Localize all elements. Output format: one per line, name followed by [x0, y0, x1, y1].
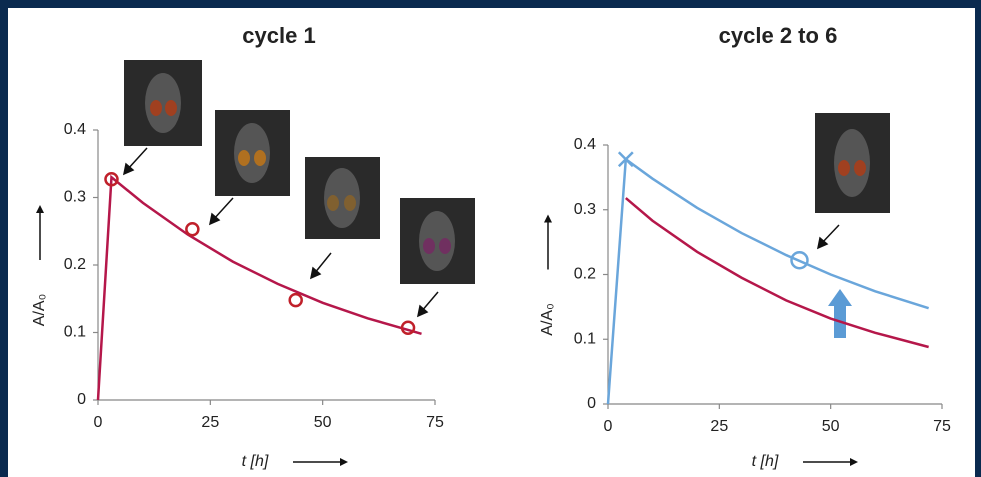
circle-marker — [104, 172, 119, 187]
scan-image — [215, 110, 290, 196]
y-axis-label: A/A₀ — [539, 303, 556, 335]
y-tick-label: 0.2 — [574, 266, 596, 283]
y-tick-label: 0.1 — [64, 324, 86, 341]
y-tick-label: 0.2 — [64, 256, 86, 273]
x-tick-label: 0 — [604, 418, 613, 435]
x-tick-label: 75 — [933, 418, 951, 435]
y-tick-label: 0.3 — [574, 201, 596, 218]
x-tick-label: 25 — [201, 414, 219, 431]
scan-image — [400, 198, 475, 284]
x-label-arrowhead — [850, 458, 858, 466]
y-label-arrowhead — [36, 205, 44, 213]
x-label-arrowhead — [340, 458, 348, 466]
y-tick-label: 0.4 — [64, 121, 86, 138]
x-marker — [617, 151, 634, 168]
x-tick-label: 75 — [426, 414, 444, 431]
circle-marker — [400, 320, 416, 336]
scan-image — [305, 157, 380, 239]
y-tick-label: 0.1 — [574, 330, 596, 347]
x-tick-label: 0 — [94, 414, 103, 431]
curve — [606, 156, 930, 405]
scan-image — [124, 60, 202, 146]
pointer-arrows — [122, 147, 840, 318]
circle-marker — [185, 221, 200, 237]
y-tick-label: 0 — [587, 395, 596, 412]
x-tick-label: 50 — [822, 418, 840, 435]
y-label-arrowhead — [544, 214, 552, 223]
chart-title: cycle 2 to 6 — [719, 23, 838, 48]
curve — [96, 174, 422, 401]
y-axis-label: A/A₀ — [31, 294, 48, 326]
x-tick-label: 50 — [314, 414, 332, 431]
circle-marker — [288, 292, 303, 308]
chart-title: cycle 1 — [242, 23, 315, 48]
y-tick-label: 0.3 — [64, 189, 86, 206]
y-tick-label: 0 — [77, 391, 86, 408]
x-tick-label: 25 — [710, 418, 728, 435]
curve — [625, 197, 929, 349]
scan-image — [815, 113, 890, 213]
y-tick-label: 0.4 — [574, 136, 596, 153]
scan-images — [124, 60, 890, 284]
circle-marker — [790, 251, 809, 270]
x-axis-label: t [h] — [752, 453, 779, 470]
x-axis-label: t [h] — [242, 453, 269, 470]
